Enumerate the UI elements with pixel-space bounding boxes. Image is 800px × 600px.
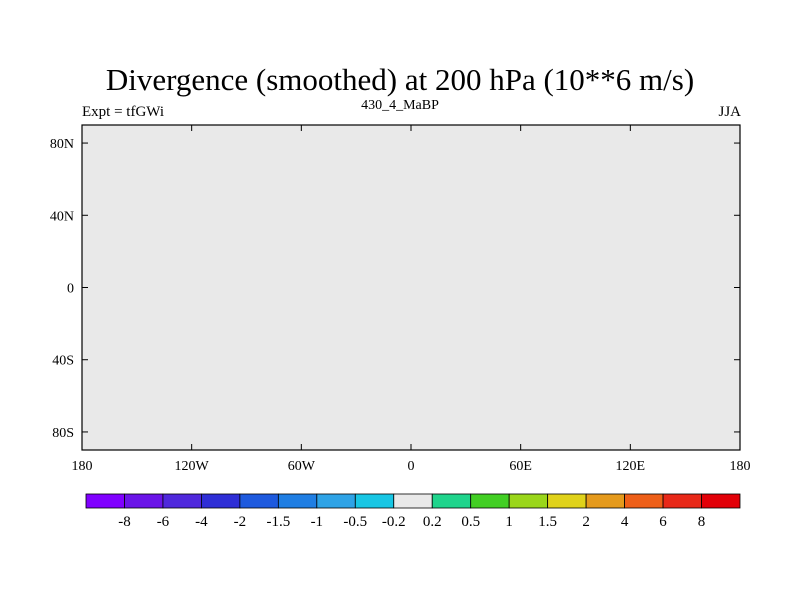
colorbar-label: -1.5 — [266, 514, 290, 530]
colorbar-label: -0.5 — [343, 514, 367, 530]
colorbar-box — [316, 493, 356, 509]
colorbar-label: -2 — [234, 514, 247, 530]
colorbar-label: 0.2 — [423, 514, 442, 530]
colorbar-label: 0.5 — [461, 514, 480, 530]
colorbar-label: 1 — [505, 514, 513, 530]
colorbar-label: 2 — [582, 514, 590, 530]
y-tick-label: 40N — [50, 209, 74, 224]
colorbar-box — [624, 493, 664, 509]
colorbar-box — [393, 493, 433, 509]
colorbar-box — [354, 493, 395, 509]
y-tick-label: 80N — [50, 137, 74, 152]
right-string: JJA — [718, 104, 741, 120]
colorbar-label: -6 — [157, 514, 170, 530]
field-background — [82, 125, 740, 450]
colorbar-label: 4 — [621, 514, 629, 530]
colorbar-box — [277, 493, 318, 509]
x-tick-label: 60W — [288, 459, 316, 474]
colorbar-label: 1.5 — [538, 514, 557, 530]
colorbar-box — [85, 493, 125, 509]
y-tick-label: 80S — [52, 426, 74, 441]
left-string: Expt = tfGWi — [82, 104, 165, 120]
colorbar-box — [701, 493, 741, 509]
colorbar-label: -8 — [118, 514, 131, 530]
colorbar-box — [585, 493, 625, 509]
x-tick-label: 180 — [730, 459, 751, 474]
x-tick-label: 120W — [175, 459, 210, 474]
x-tick-label: 120E — [616, 459, 646, 474]
x-tick-label: 180 — [72, 459, 93, 474]
colorbar-label: 6 — [659, 514, 667, 530]
colorbar-label: 8 — [698, 514, 706, 530]
colorbar-box — [508, 493, 549, 509]
colorbar-box — [201, 493, 241, 509]
colorbar-box — [470, 493, 510, 509]
colorbar-box — [239, 493, 279, 509]
chart-title: Divergence (smoothed) at 200 hPa (10**6 … — [105, 62, 695, 97]
colorbar-box — [547, 493, 587, 509]
center-string: 430_4_MaBP — [361, 98, 439, 113]
colorbar-label: -1 — [311, 514, 324, 530]
colorbar-box — [431, 493, 472, 509]
colorbar-label: -0.2 — [382, 514, 406, 530]
x-tick-label: 60E — [509, 459, 532, 474]
y-tick-label: 40S — [52, 354, 74, 369]
x-tick-label: 0 — [408, 459, 415, 474]
colorbar-box — [662, 493, 702, 509]
colorbar-box — [162, 493, 202, 509]
colorbar-label: -4 — [195, 514, 208, 530]
y-tick-label: 0 — [67, 282, 74, 297]
colorbar-box — [124, 493, 164, 509]
